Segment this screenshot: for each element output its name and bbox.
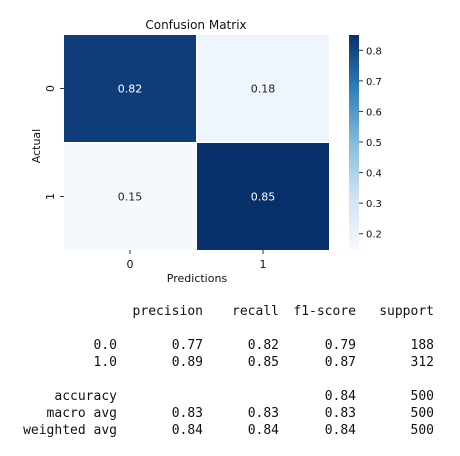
heatmap-cell-0-0 [64, 35, 196, 142]
report-cell-precision: 0.89 [171, 355, 203, 370]
report-row-label: weighted avg [23, 423, 117, 438]
cell-value-label-0-1: 0.18 [251, 83, 276, 96]
x-axis-label: Predictions [167, 272, 228, 285]
report-cell-support: 500 [410, 423, 434, 438]
report-row-class-1: 1.0 0.89 0.85 0.87 312 [0, 355, 460, 373]
report-cell-precision: 0.77 [171, 338, 203, 353]
y-tick-label: 1 [44, 193, 57, 200]
x-tick-label: 1 [260, 258, 267, 271]
report-cell-recall: 0.84 [247, 423, 279, 438]
heatmap-cell-1-0 [64, 143, 196, 250]
report-cell-f1-score: 0.84 [324, 389, 356, 404]
report-header-precision: precision [132, 304, 203, 319]
report-row-label: 1.0 [93, 355, 117, 370]
cell-value-label-1-0: 0.15 [118, 191, 143, 204]
y-axis-label: Actual [30, 129, 43, 163]
report-cell-recall: 0.85 [247, 355, 279, 370]
colorbar-tick-label: 0.3 [366, 199, 382, 210]
cell-value-label-1-1: 0.85 [251, 191, 276, 204]
colorbar-tick-label: 0.2 [366, 230, 382, 241]
report-cell-recall: 0.83 [247, 406, 279, 421]
report-cell-precision: 0.84 [171, 423, 203, 438]
colorbar-tick-label: 0.8 [366, 46, 382, 57]
colorbar-tick-label: 0.5 [366, 138, 382, 149]
report-cell-recall: 0.82 [247, 338, 279, 353]
report-header-recall: recall [232, 304, 279, 319]
report-cell-support: 188 [410, 338, 434, 353]
y-tick-label: 0 [44, 85, 57, 92]
colorbar [349, 35, 359, 249]
report-cell-support: 312 [410, 355, 434, 370]
report-header-row: precision recall f1-score support [0, 304, 460, 322]
heatmap-cell-1-1 [197, 143, 329, 250]
report-cell-support: 500 [410, 389, 434, 404]
heatmap-cell-0-1 [197, 35, 329, 142]
report-row-macro-avg: macro avg 0.83 0.83 0.83 500 [0, 406, 460, 424]
report-row-label: accuracy [54, 389, 117, 404]
chart-title: Confusion Matrix [145, 18, 246, 32]
x-tick-label: 0 [127, 258, 134, 271]
report-cell-f1-score: 0.79 [324, 338, 356, 353]
report-row-label: 0.0 [93, 338, 117, 353]
report-row-class-0: 0.0 0.77 0.82 0.79 188 [0, 338, 460, 356]
report-row-label: macro avg [46, 406, 117, 421]
cell-value-label-0-0: 0.82 [118, 83, 143, 96]
colorbar-tick-label: 0.7 [366, 77, 382, 88]
colorbar-tick-label: 0.4 [366, 169, 382, 180]
colorbar-tick-label: 0.6 [366, 107, 382, 118]
report-header-support: support [379, 304, 434, 319]
report-cell-f1-score: 0.87 [324, 355, 356, 370]
report-row-weighted-avg: weighted avg 0.84 0.84 0.84 500 [0, 423, 460, 441]
report-header-f1-score: f1-score [293, 304, 356, 319]
report-row-accuracy: accuracy 0.84 500 [0, 389, 460, 407]
report-cell-f1-score: 0.84 [324, 423, 356, 438]
report-cell-support: 500 [410, 406, 434, 421]
report-cell-precision: 0.83 [171, 406, 203, 421]
report-cell-f1-score: 0.83 [324, 406, 356, 421]
